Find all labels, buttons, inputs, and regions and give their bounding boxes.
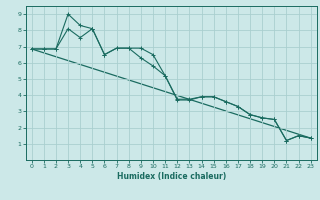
X-axis label: Humidex (Indice chaleur): Humidex (Indice chaleur) xyxy=(116,172,226,181)
